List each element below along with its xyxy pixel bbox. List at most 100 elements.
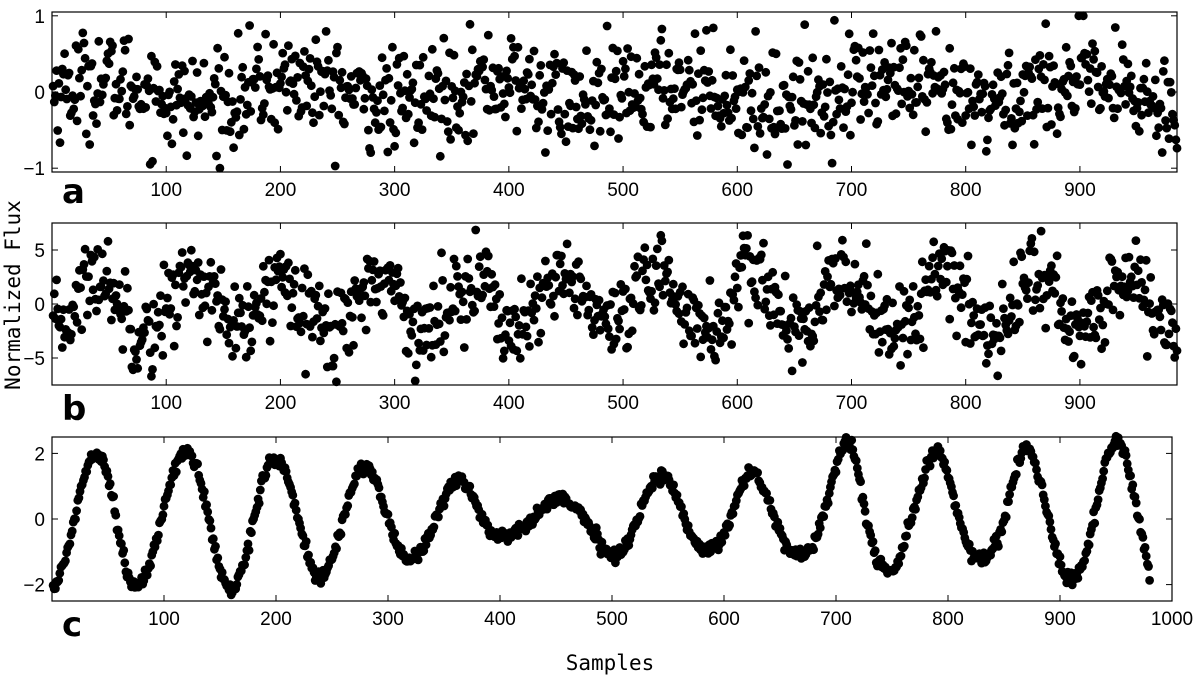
- data-point: [870, 546, 880, 556]
- data-point: [221, 297, 231, 307]
- data-point: [569, 303, 579, 313]
- data-point: [64, 68, 74, 78]
- x-tick-label: 600: [721, 393, 753, 414]
- data-point: [1089, 55, 1098, 64]
- data-point: [861, 239, 871, 249]
- data-point: [340, 119, 349, 129]
- data-point: [1161, 116, 1170, 125]
- data-point: [1023, 294, 1032, 303]
- data-point: [798, 117, 807, 126]
- y-tick-label: −2: [23, 576, 45, 597]
- data-point: [123, 102, 132, 111]
- data-point: [922, 98, 932, 107]
- data-point: [281, 87, 291, 97]
- data-point: [927, 57, 936, 67]
- data-point: [1145, 299, 1154, 308]
- data-point: [956, 303, 966, 313]
- data-point: [1012, 78, 1022, 88]
- data-point: [798, 358, 807, 367]
- data-point: [720, 530, 730, 540]
- data-point: [155, 320, 164, 330]
- data-point: [77, 325, 87, 335]
- data-point: [658, 93, 668, 103]
- data-point: [517, 274, 526, 284]
- x-tick-label: 300: [379, 180, 411, 201]
- data-point: [112, 106, 122, 115]
- data-point: [895, 63, 904, 73]
- data-point: [753, 468, 762, 477]
- data-point: [640, 243, 650, 253]
- data-point: [916, 32, 926, 41]
- data-point: [238, 62, 248, 72]
- data-point: [535, 70, 545, 80]
- data-point: [794, 331, 804, 340]
- data-point: [819, 112, 829, 121]
- data-point: [600, 95, 610, 104]
- data-point: [809, 336, 819, 346]
- data-point: [795, 75, 805, 84]
- data-point: [171, 467, 181, 477]
- data-point: [304, 64, 314, 74]
- data-point: [474, 262, 484, 271]
- data-point: [848, 87, 857, 97]
- data-point: [1099, 466, 1109, 476]
- data-point: [216, 265, 226, 274]
- data-point: [1035, 51, 1045, 60]
- data-point: [511, 312, 521, 322]
- data-point: [1007, 114, 1016, 123]
- data-point: [863, 280, 872, 290]
- data-point: [1140, 285, 1150, 295]
- data-point: [510, 304, 519, 314]
- data-point: [947, 100, 957, 109]
- data-point: [350, 100, 360, 109]
- data-point: [288, 288, 298, 298]
- data-point: [674, 309, 684, 319]
- data-point: [410, 376, 420, 386]
- data-point: [928, 253, 937, 263]
- x-tick-label: 800: [950, 180, 982, 201]
- data-point: [434, 319, 444, 329]
- data-point: [425, 303, 435, 312]
- data-point: [249, 290, 259, 300]
- data-point: [605, 332, 614, 341]
- data-point: [146, 561, 156, 571]
- data-point: [453, 272, 462, 281]
- data-point: [1137, 110, 1146, 120]
- x-tick-label: 900: [1044, 609, 1076, 630]
- data-point: [1016, 96, 1025, 106]
- data-point: [1171, 135, 1181, 145]
- data-point: [828, 117, 838, 127]
- data-point: [92, 306, 101, 316]
- data-point: [159, 260, 169, 270]
- data-point: [388, 42, 397, 52]
- data-point: [1084, 540, 1094, 550]
- data-point: [1149, 329, 1159, 339]
- data-point: [132, 355, 141, 364]
- data-point: [495, 290, 505, 299]
- data-point: [303, 270, 313, 280]
- data-point: [384, 73, 394, 83]
- data-point: [688, 79, 698, 89]
- data-point: [69, 104, 79, 114]
- data-point: [783, 160, 792, 169]
- y-tick-label: 0: [34, 510, 45, 531]
- data-point: [1141, 551, 1151, 561]
- data-point: [457, 287, 467, 297]
- data-point: [383, 147, 393, 157]
- data-point: [1088, 39, 1097, 48]
- data-point: [937, 254, 947, 264]
- data-point: [241, 553, 251, 562]
- data-point: [614, 134, 623, 143]
- data-point: [873, 117, 883, 126]
- data-point: [166, 480, 176, 490]
- data-point: [794, 58, 804, 67]
- data-point: [615, 112, 624, 122]
- data-point: [148, 365, 157, 374]
- data-point: [83, 81, 92, 91]
- data-point: [725, 520, 734, 530]
- data-point: [242, 282, 252, 291]
- data-point: [403, 348, 413, 358]
- data-point: [350, 276, 360, 285]
- data-point: [78, 28, 88, 38]
